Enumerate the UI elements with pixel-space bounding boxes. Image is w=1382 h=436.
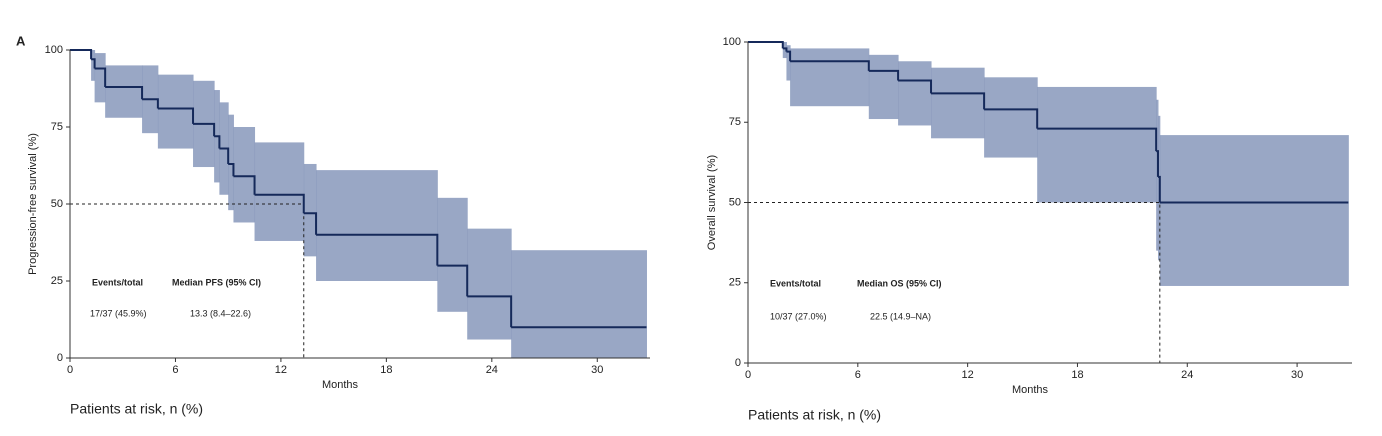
x-tick-label: 30 bbox=[591, 364, 603, 376]
survival-step bbox=[1037, 127, 1158, 152]
x-tick-label: 12 bbox=[962, 369, 974, 381]
ci-band bbox=[233, 127, 256, 223]
ci-band bbox=[94, 53, 106, 103]
survival-step bbox=[254, 193, 305, 214]
footer: Patients at risk, n (%) bbox=[70, 401, 203, 417]
x-tick-label: 24 bbox=[486, 364, 498, 376]
survival-step bbox=[142, 98, 159, 109]
x-tick-label: 24 bbox=[1181, 369, 1193, 381]
y-tick-label: 100 bbox=[45, 44, 63, 56]
footer: Patients at risk, n (%) bbox=[748, 407, 881, 423]
survival-step bbox=[782, 47, 788, 52]
survival-step bbox=[193, 122, 216, 137]
x-tick-label: 0 bbox=[67, 364, 73, 376]
y-tick-label: 25 bbox=[729, 277, 741, 289]
y-tick-label: 50 bbox=[51, 198, 63, 210]
table-header: Median PFS (95% CI) bbox=[172, 277, 261, 287]
ci-band bbox=[105, 65, 143, 118]
survival-step bbox=[157, 107, 195, 124]
survival-step bbox=[219, 147, 230, 164]
x-axis-title: Months bbox=[1012, 384, 1049, 396]
median-line bbox=[748, 202, 1161, 363]
y-axis-title: Progression-free survival (%) bbox=[27, 133, 39, 275]
y-tick-label: 25 bbox=[51, 275, 63, 287]
ci-band bbox=[1159, 135, 1349, 286]
y-axis-title: Overall survival (%) bbox=[706, 155, 718, 250]
ci-band bbox=[786, 45, 791, 81]
survival-step bbox=[437, 264, 469, 297]
ci-band bbox=[157, 74, 194, 149]
y-tick-label: 75 bbox=[729, 116, 741, 128]
y-tick-label: 0 bbox=[735, 357, 741, 369]
survival-step bbox=[790, 60, 870, 71]
survival-step bbox=[94, 67, 107, 87]
x-axis-title: Months bbox=[322, 379, 359, 391]
ci-band bbox=[228, 114, 234, 211]
survival-step bbox=[868, 69, 900, 81]
x-tick-label: 12 bbox=[275, 364, 287, 376]
panel-label: A bbox=[16, 33, 26, 48]
survival-step bbox=[316, 233, 439, 266]
ci-band bbox=[316, 170, 438, 281]
survival-step bbox=[1156, 150, 1159, 177]
x-tick-label: 6 bbox=[172, 364, 178, 376]
median-line bbox=[70, 203, 305, 358]
ci-band bbox=[254, 142, 305, 241]
ci-band bbox=[303, 163, 317, 257]
table-header: Median OS (95% CI) bbox=[857, 278, 942, 288]
ci-band bbox=[868, 54, 899, 120]
ci-band bbox=[91, 50, 96, 81]
survival-step bbox=[786, 50, 792, 62]
y-tick-label: 0 bbox=[57, 352, 63, 364]
ci-band bbox=[467, 228, 512, 340]
survival-step bbox=[91, 58, 96, 69]
table-cell: 10/37 (27.0%) bbox=[770, 311, 827, 321]
ci-band bbox=[790, 48, 870, 107]
ci-band bbox=[782, 42, 787, 59]
survival-step bbox=[748, 41, 784, 49]
x-tick-label: 0 bbox=[745, 369, 751, 381]
survival-step bbox=[214, 135, 221, 149]
survival-step bbox=[233, 175, 256, 195]
table-header: Events/total bbox=[92, 277, 143, 287]
table-cell: 17/37 (45.9%) bbox=[90, 308, 147, 318]
x-tick-label: 18 bbox=[1071, 369, 1083, 381]
y-tick-label: 75 bbox=[51, 121, 63, 133]
survival-step bbox=[984, 108, 1039, 129]
survival-step bbox=[70, 49, 93, 60]
survival-step bbox=[931, 92, 986, 110]
table-cell: 22.5 (14.9–NA) bbox=[870, 311, 931, 321]
survival-step bbox=[105, 85, 144, 100]
ci-band bbox=[931, 67, 985, 139]
x-tick-label: 6 bbox=[855, 369, 861, 381]
survival-step bbox=[898, 79, 933, 94]
ci-band bbox=[511, 250, 647, 358]
x-tick-label: 18 bbox=[380, 364, 392, 376]
table-header: Events/total bbox=[770, 278, 821, 288]
ci-band bbox=[1037, 86, 1157, 203]
ci-band bbox=[437, 197, 468, 312]
x-tick-label: 30 bbox=[1291, 369, 1303, 381]
ci-band bbox=[898, 61, 932, 126]
survival-step bbox=[303, 212, 318, 235]
survival-step bbox=[467, 295, 513, 328]
table-cell: 13.3 (8.4–22.6) bbox=[190, 308, 251, 318]
y-tick-label: 100 bbox=[723, 36, 741, 48]
y-tick-label: 50 bbox=[729, 196, 741, 208]
survival-step bbox=[228, 162, 235, 177]
ci-band bbox=[984, 77, 1038, 158]
survival-step bbox=[1157, 175, 1161, 203]
